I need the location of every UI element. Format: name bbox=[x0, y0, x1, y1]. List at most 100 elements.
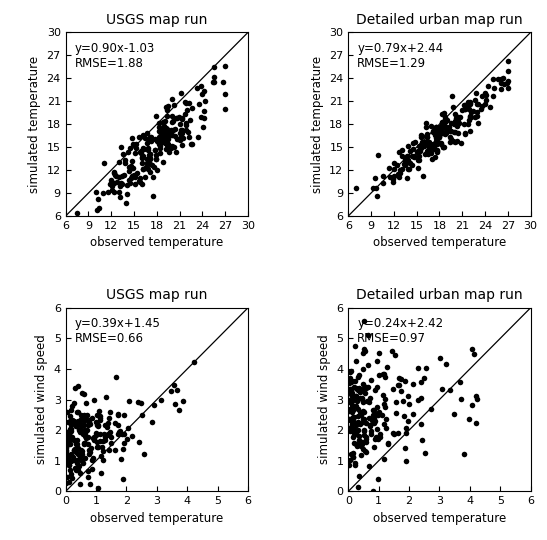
Point bbox=[83, 410, 92, 419]
Point bbox=[120, 438, 129, 447]
Point bbox=[346, 422, 355, 431]
Point bbox=[69, 453, 78, 462]
Point bbox=[69, 456, 78, 464]
Point bbox=[408, 152, 417, 161]
Y-axis label: simulated wind speed: simulated wind speed bbox=[318, 335, 331, 464]
Point bbox=[159, 128, 168, 137]
Point bbox=[75, 450, 84, 459]
Point bbox=[148, 172, 157, 181]
Point bbox=[92, 438, 101, 447]
Point bbox=[351, 402, 360, 411]
Point bbox=[179, 396, 188, 405]
Point bbox=[473, 99, 481, 108]
Point bbox=[362, 433, 370, 441]
Point bbox=[347, 418, 356, 427]
Point bbox=[424, 144, 433, 152]
Point bbox=[119, 475, 127, 483]
Point bbox=[104, 431, 113, 440]
Point bbox=[380, 399, 388, 408]
Point bbox=[450, 128, 459, 137]
Point bbox=[422, 133, 431, 141]
Point bbox=[359, 431, 368, 440]
Point bbox=[114, 428, 123, 436]
Point bbox=[496, 78, 505, 87]
Point bbox=[64, 453, 73, 461]
Point bbox=[95, 416, 104, 425]
Point bbox=[146, 150, 154, 158]
Point bbox=[464, 116, 473, 125]
Point bbox=[168, 130, 177, 139]
Point bbox=[67, 449, 75, 458]
Point bbox=[486, 103, 494, 111]
Point bbox=[97, 469, 106, 477]
Point bbox=[353, 483, 362, 491]
Point bbox=[71, 439, 80, 448]
Y-axis label: simulated wind speed: simulated wind speed bbox=[35, 335, 48, 464]
Point bbox=[356, 394, 365, 402]
Point bbox=[65, 434, 74, 442]
Point bbox=[345, 396, 354, 404]
Point bbox=[134, 176, 143, 185]
Point bbox=[463, 103, 472, 112]
Point bbox=[351, 428, 360, 436]
Point bbox=[197, 112, 206, 121]
Point bbox=[81, 415, 90, 424]
Point bbox=[109, 168, 118, 177]
Point bbox=[439, 129, 448, 137]
Point bbox=[379, 391, 388, 400]
Point bbox=[138, 165, 147, 173]
Point bbox=[464, 415, 473, 423]
Point bbox=[190, 358, 199, 367]
Point bbox=[86, 448, 95, 456]
Point bbox=[209, 77, 218, 86]
Point bbox=[98, 446, 107, 455]
Point bbox=[393, 429, 402, 437]
Point bbox=[503, 79, 511, 87]
Point bbox=[94, 421, 103, 429]
Point bbox=[68, 416, 77, 424]
Point bbox=[400, 377, 409, 386]
Point bbox=[73, 440, 82, 449]
Point bbox=[62, 449, 71, 457]
Point bbox=[401, 154, 410, 163]
Point bbox=[75, 418, 84, 427]
Point bbox=[84, 446, 93, 455]
Point bbox=[371, 416, 380, 425]
Point bbox=[84, 421, 92, 429]
Point bbox=[386, 172, 394, 181]
Point bbox=[434, 129, 443, 138]
Point bbox=[115, 187, 124, 196]
Point bbox=[498, 74, 507, 83]
Point bbox=[454, 129, 463, 138]
Point bbox=[431, 134, 440, 143]
Point bbox=[494, 75, 503, 83]
Point bbox=[89, 433, 97, 442]
Point bbox=[447, 127, 456, 136]
Point bbox=[84, 467, 92, 476]
Point bbox=[414, 163, 423, 172]
Point bbox=[131, 149, 140, 158]
Point bbox=[489, 92, 498, 100]
Point bbox=[368, 487, 377, 496]
Point bbox=[350, 439, 358, 448]
Point bbox=[389, 175, 398, 184]
Point bbox=[143, 165, 152, 173]
Point bbox=[164, 140, 172, 149]
Point bbox=[70, 446, 79, 454]
Point bbox=[115, 172, 124, 181]
Point bbox=[358, 397, 367, 406]
Point bbox=[77, 415, 85, 423]
Point bbox=[107, 439, 115, 448]
Point bbox=[67, 435, 76, 443]
Point bbox=[164, 134, 172, 143]
Point bbox=[154, 132, 163, 141]
Point bbox=[172, 386, 181, 394]
Point bbox=[426, 148, 435, 157]
Point bbox=[90, 433, 98, 442]
Point bbox=[380, 454, 388, 463]
Point bbox=[438, 118, 446, 127]
Point bbox=[422, 119, 430, 127]
Point bbox=[96, 436, 104, 445]
Point bbox=[143, 145, 152, 154]
Point bbox=[115, 182, 124, 191]
